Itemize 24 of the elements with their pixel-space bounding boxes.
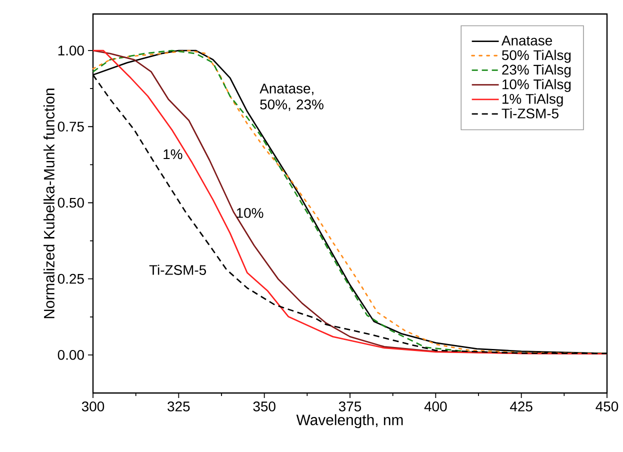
y-tick-label: 0.00 — [58, 350, 84, 360]
x-tick-label: 300 — [82, 402, 104, 412]
legend-label: 10% TiAlsg — [502, 79, 571, 92]
x-axis-title: Wavelength, nm — [296, 414, 403, 428]
legend-label: Ti-ZSM-5 — [502, 108, 558, 118]
legend-label: 1% TiAlsg — [502, 94, 563, 107]
y-axis-title: Normalized Kubelka-Munk function — [44, 88, 54, 318]
annotation: Anatase, 50%, 23% — [260, 84, 324, 112]
x-tick-label: 325 — [168, 402, 190, 412]
x-tick-label: 350 — [253, 402, 276, 412]
y-tick-label: 0.75 — [58, 122, 84, 132]
x-tick-label: 450 — [596, 402, 618, 412]
y-tick-label: 1.00 — [58, 46, 84, 56]
legend-label: 23% TiAlsg — [502, 64, 571, 78]
annotation: 10% — [236, 208, 264, 218]
x-tick-label: 375 — [338, 402, 362, 412]
annotation: 1% — [164, 149, 182, 160]
annotation: Ti-ZSM-5 — [149, 264, 206, 275]
y-tick-label: 0.25 — [58, 274, 84, 284]
x-tick-label: 425 — [510, 402, 532, 412]
legend-label: Anatase — [501, 36, 552, 46]
y-tick-label: 0.50 — [58, 198, 84, 208]
legend-label: 50% TiAlsg — [502, 50, 571, 63]
x-tick-label: 400 — [424, 402, 447, 412]
